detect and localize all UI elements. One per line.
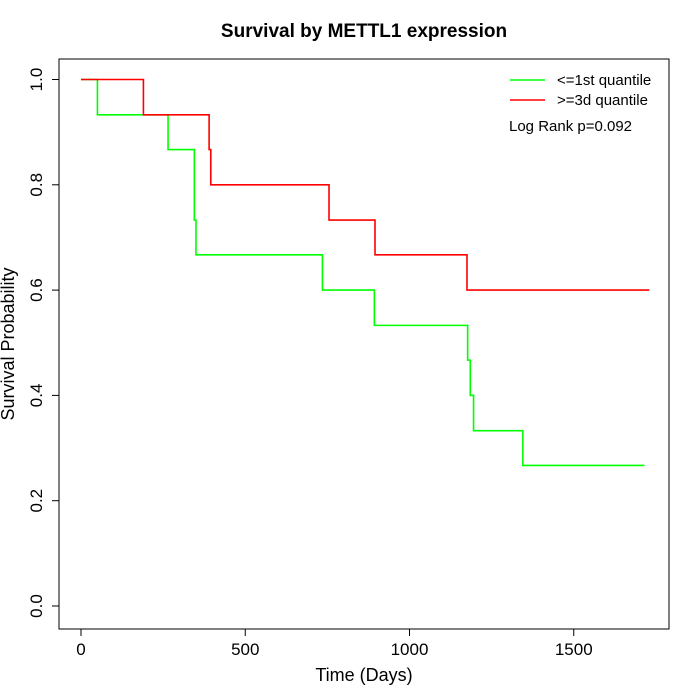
x-tick-label: 0 — [76, 640, 85, 659]
y-tick-label: 0.8 — [27, 173, 46, 197]
series-line-0 — [81, 78, 645, 467]
y-tick-label: 0.4 — [27, 384, 46, 408]
legend-label-high: >=3d quantile — [557, 92, 648, 109]
legend: <=1st quantile >=3d quantile — [510, 72, 651, 109]
x-tick-label: 1000 — [391, 640, 429, 659]
x-tick-label: 500 — [231, 640, 259, 659]
legend-label-low: <=1st quantile — [557, 72, 651, 89]
y-axis-label: Survival Probability — [0, 267, 18, 420]
x-axis-label: Time (Days) — [315, 665, 412, 685]
plot-frame — [58, 58, 670, 630]
series-layer — [81, 78, 650, 467]
y-tick-label: 0.2 — [27, 489, 46, 513]
log-rank-annotation: Log Rank p=0.092 — [509, 118, 632, 135]
x-tick-label: 1500 — [555, 640, 593, 659]
y-axis: 0.0 0.2 0.4 0.6 0.8 1.0 — [27, 68, 60, 618]
series-line-1 — [81, 78, 650, 291]
y-tick-label: 0.6 — [27, 278, 46, 302]
y-tick-label: 0.0 — [27, 594, 46, 618]
y-tick-label: 1.0 — [27, 68, 46, 92]
x-axis: 0 500 1000 1500 — [76, 628, 593, 659]
chart-title: Survival by METTL1 expression — [221, 21, 507, 42]
